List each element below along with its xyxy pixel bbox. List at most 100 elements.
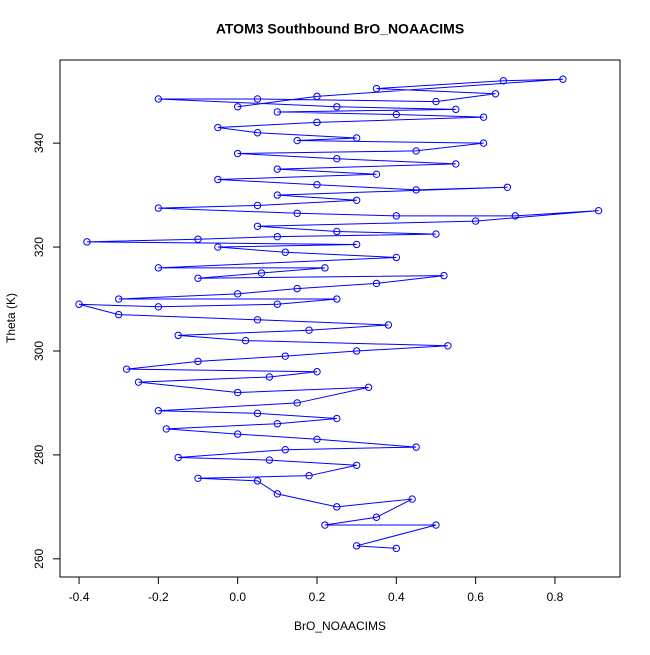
data-point <box>321 521 329 529</box>
data-point <box>214 123 222 132</box>
data-point <box>333 227 341 236</box>
data-point <box>293 136 301 145</box>
data-point <box>594 206 603 215</box>
x-tick-label: 0.0 <box>229 590 246 604</box>
data-point <box>321 264 329 272</box>
data-point <box>273 232 282 241</box>
data-point <box>293 284 301 293</box>
chart-title: ATOM3 Southbound BrO_NOAACIMS <box>216 21 464 37</box>
y-axis-label: Theta (K) <box>4 293 18 343</box>
x-tick-label: 0.2 <box>309 590 326 604</box>
data-point <box>233 388 242 397</box>
data-point <box>412 147 420 155</box>
data-point <box>293 209 301 217</box>
data-point <box>253 222 262 230</box>
data-point <box>75 300 83 308</box>
data-point <box>154 303 163 311</box>
data-point <box>352 196 361 204</box>
data-point <box>253 409 262 418</box>
data-point <box>333 155 341 163</box>
data-point <box>444 342 452 350</box>
data-point <box>440 271 448 280</box>
data-point <box>333 103 341 111</box>
data-point <box>214 175 222 184</box>
data-point <box>134 378 143 386</box>
data-point <box>452 160 460 168</box>
data-point <box>408 495 416 503</box>
data-point <box>265 456 274 464</box>
x-tick-label: -0.4 <box>69 590 90 604</box>
data-point <box>174 453 182 462</box>
data-point <box>305 471 313 480</box>
data-point <box>412 186 420 194</box>
y-tick-label: 280 <box>32 445 46 465</box>
data-point <box>372 84 381 93</box>
data-point <box>392 544 401 553</box>
data-point <box>313 118 321 127</box>
data-point <box>352 542 361 550</box>
data-line <box>78 78 599 549</box>
data-point <box>154 95 163 103</box>
x-tick-label: 0.4 <box>388 590 405 604</box>
data-point <box>333 503 341 511</box>
data-point <box>273 165 282 173</box>
data-point <box>273 191 282 199</box>
data-point <box>194 357 202 366</box>
y-tick-label: 320 <box>32 237 46 257</box>
data-point <box>432 97 440 106</box>
data-point <box>479 113 488 121</box>
data-point <box>281 445 289 454</box>
data-point <box>162 425 170 433</box>
data-point <box>154 264 163 272</box>
data-point <box>273 300 282 308</box>
data-point <box>352 240 361 249</box>
data-point <box>333 295 341 303</box>
y-tick-label: 340 <box>32 133 46 153</box>
data-point <box>273 490 282 498</box>
data-point <box>372 513 381 521</box>
data-point <box>471 217 480 225</box>
x-tick-label: 0.6 <box>467 590 484 604</box>
data-point <box>174 331 182 340</box>
data-point <box>313 181 321 189</box>
data-point <box>384 321 393 329</box>
data-point <box>214 243 222 251</box>
data-point <box>364 383 373 392</box>
data-point <box>305 326 313 334</box>
data-point <box>253 129 262 137</box>
data-point <box>253 201 262 210</box>
data-point <box>352 461 361 469</box>
data-point <box>281 248 289 256</box>
data-point <box>491 90 500 98</box>
data-point <box>253 95 262 103</box>
data-point <box>503 183 512 192</box>
x-tick-label: -0.2 <box>148 590 169 604</box>
data-point <box>392 253 401 262</box>
data-point <box>233 430 242 438</box>
data-point <box>194 235 202 243</box>
data-point <box>265 373 274 381</box>
data-point <box>511 212 519 220</box>
data-point <box>194 474 202 482</box>
data-point <box>313 92 321 101</box>
data-point <box>273 108 282 116</box>
data-point <box>313 435 321 444</box>
data-point <box>293 399 301 407</box>
data-point <box>479 139 488 147</box>
data-point <box>452 105 460 114</box>
data-point <box>372 279 381 288</box>
data-point <box>253 316 262 324</box>
y-tick-label: 260 <box>32 548 46 568</box>
data-point <box>122 365 131 373</box>
data-point <box>154 204 163 212</box>
data-point <box>432 521 440 529</box>
data-point <box>392 110 401 119</box>
x-axis-label: BrO_NOAACIMS <box>294 619 386 633</box>
data-point <box>281 352 289 360</box>
data-point <box>253 477 262 485</box>
data-point <box>241 336 250 345</box>
y-tick-label: 300 <box>32 341 46 361</box>
data-point <box>313 368 321 376</box>
